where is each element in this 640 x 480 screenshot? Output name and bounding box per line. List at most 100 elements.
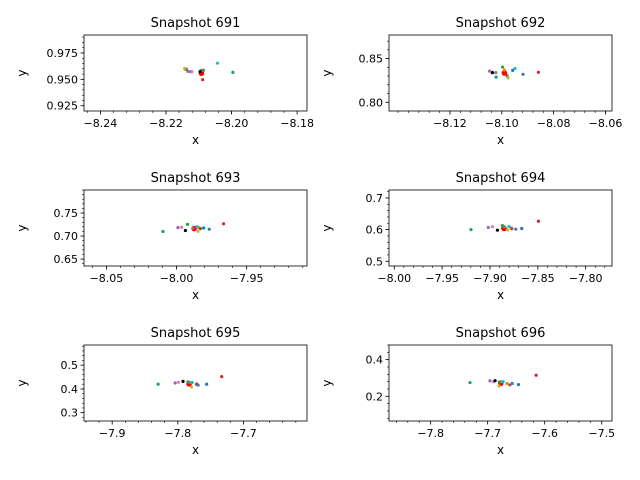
data-point <box>502 225 507 229</box>
y-axis-label: y <box>15 224 29 231</box>
x-tick-label: −7.5 <box>588 427 615 440</box>
data-point <box>505 381 509 386</box>
data-point <box>180 225 184 229</box>
data-point <box>195 225 199 229</box>
axes-frame <box>83 344 308 422</box>
y-tick-label: 0.4 <box>61 383 79 396</box>
y-tick-label: 0.925 <box>47 100 79 113</box>
axes-frame <box>388 34 613 112</box>
data-point <box>191 226 195 230</box>
data-point <box>514 227 518 231</box>
x-axis-label: x <box>497 288 504 302</box>
axes-frame <box>388 189 613 267</box>
data-point <box>506 76 510 80</box>
x-axis-label: x <box>497 443 504 457</box>
data-point <box>196 229 200 233</box>
x-tick-label: −8.22 <box>149 117 183 130</box>
x-tick-label: −7.8 <box>164 427 191 440</box>
data-point <box>468 380 472 385</box>
y-tick-label: 0.6 <box>366 224 384 237</box>
data-point <box>500 65 505 69</box>
data-point <box>497 384 501 388</box>
y-axis-label: y <box>15 69 29 76</box>
data-point <box>187 380 192 385</box>
data-point <box>186 69 190 74</box>
y-tick-label: 0.5 <box>61 359 79 372</box>
x-tick-label: −8.00 <box>377 272 411 285</box>
y-tick-label: 0.65 <box>54 253 79 266</box>
data-point <box>215 61 220 65</box>
data-point <box>196 383 200 387</box>
data-point <box>156 382 160 386</box>
data-point <box>189 385 194 389</box>
data-point <box>190 380 194 385</box>
data-point <box>488 379 492 383</box>
data-point <box>469 228 473 232</box>
x-tick-label: −7.7 <box>230 427 257 440</box>
data-point <box>520 226 524 231</box>
y-tick-label: 0.4 <box>366 354 384 367</box>
subplot-5: Snapshot 695 −7.9 −7.8 −7.7 0.3 0.4 0.5 x y <box>15 326 308 457</box>
x-tick-label: −7.6 <box>531 427 558 440</box>
x-axis-label: x <box>192 288 199 302</box>
subplot-title: Snapshot 696 <box>456 326 546 341</box>
axes-frame <box>83 189 308 267</box>
data-point <box>502 68 506 72</box>
data-point <box>201 78 205 82</box>
subplot-4: Snapshot 694 −8.00 −7.95 −7.90 −7.85 −7.80 0.5… <box>320 171 613 302</box>
data-point <box>198 227 203 231</box>
x-tick-label: −7.7 <box>474 427 501 440</box>
data-point <box>183 66 187 71</box>
data-point <box>507 224 511 229</box>
x-tick-label: −8.20 <box>215 117 249 130</box>
data-point <box>510 227 514 231</box>
data-point <box>173 381 177 385</box>
subplot-1: Snapshot 691 −8.24 −8.22 −8.20 −8.18 0.925 0.9… <box>15 16 314 147</box>
data-point <box>181 379 185 383</box>
subplot-3: Snapshot 693 −8.05 −8.00 −7.95 0.65 0.70 0.75 x… <box>15 171 308 302</box>
x-tick-label: −7.80 <box>569 272 603 285</box>
data-point <box>198 70 202 74</box>
data-point <box>510 381 514 386</box>
y-tick-label: 0.3 <box>61 407 79 420</box>
data-point <box>190 70 194 74</box>
x-tick-label: −7.85 <box>521 272 555 285</box>
data-point <box>486 225 490 230</box>
data-point <box>161 229 165 234</box>
x-tick-label: −8.18 <box>280 117 314 130</box>
y-axis-label: y <box>320 69 334 76</box>
y-axis-label: y <box>320 379 334 386</box>
y-tick-label: 0.80 <box>359 96 384 109</box>
data-point <box>176 380 181 384</box>
data-point <box>205 382 209 386</box>
data-point <box>493 379 497 383</box>
data-point <box>201 68 205 72</box>
subplot-title: Snapshot 691 <box>151 16 241 31</box>
data-point <box>185 222 190 226</box>
data-point <box>231 70 235 74</box>
x-tick-label: −7.90 <box>473 272 507 285</box>
x-tick-label: −7.9 <box>99 427 126 440</box>
subplot-title: Snapshot 695 <box>151 326 241 341</box>
subplot-title: Snapshot 694 <box>456 171 546 186</box>
axes-frame <box>83 34 308 112</box>
x-tick-label: −8.12 <box>433 117 467 130</box>
data-point <box>207 227 211 231</box>
y-tick-label: 0.2 <box>366 390 384 403</box>
y-tick-label: 0.975 <box>47 47 79 60</box>
x-tick-label: −8.00 <box>160 272 194 285</box>
data-point <box>511 68 515 72</box>
y-axis-label: y <box>320 224 334 231</box>
y-tick-label: 0.5 <box>366 255 384 268</box>
data-point <box>516 382 521 387</box>
x-axis-label: x <box>192 133 199 147</box>
subplot-6: Snapshot 696 −7.8 −7.7 −7.6 −7.5 0.2 0.4 x y <box>320 326 615 457</box>
y-tick-label: 0.75 <box>54 207 79 220</box>
highlight-point <box>501 70 508 76</box>
axes-frame <box>388 344 613 422</box>
x-tick-label: −7.95 <box>425 272 459 285</box>
data-point <box>521 72 525 76</box>
data-point <box>183 228 188 233</box>
